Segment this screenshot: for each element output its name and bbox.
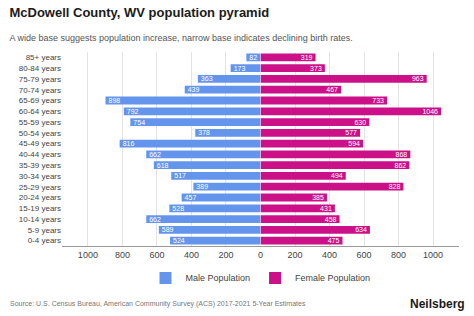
svg-text:50-54 years: 50-54 years xyxy=(19,129,61,138)
svg-text:Male Population: Male Population xyxy=(186,273,251,283)
svg-text:868: 868 xyxy=(396,151,408,158)
svg-text:McDowell County, WV population: McDowell County, WV population pyramid xyxy=(9,5,269,20)
svg-text:82: 82 xyxy=(249,54,257,61)
svg-text:600: 600 xyxy=(357,250,372,260)
svg-text:389: 389 xyxy=(196,183,208,190)
svg-text:25-29 years: 25-29 years xyxy=(19,183,61,192)
svg-text:15-19 years: 15-19 years xyxy=(19,204,61,213)
svg-text:85+ years: 85+ years xyxy=(26,53,61,62)
svg-text:524: 524 xyxy=(173,237,185,244)
svg-text:20-24 years: 20-24 years xyxy=(19,193,61,202)
svg-text:75-79 years: 75-79 years xyxy=(19,75,61,84)
svg-text:Neilsberg: Neilsberg xyxy=(410,297,465,311)
svg-text:363: 363 xyxy=(201,75,213,82)
svg-text:816: 816 xyxy=(123,140,135,147)
svg-text:862: 862 xyxy=(395,162,407,169)
svg-text:494: 494 xyxy=(331,172,343,179)
svg-text:754: 754 xyxy=(133,119,145,126)
svg-text:1000: 1000 xyxy=(78,250,98,260)
svg-text:A wide base suggests populatio: A wide base suggests population increase… xyxy=(9,33,352,43)
svg-text:467: 467 xyxy=(326,86,338,93)
svg-text:65-69 years: 65-69 years xyxy=(19,96,61,105)
svg-text:55-59 years: 55-59 years xyxy=(19,118,61,127)
svg-text:800: 800 xyxy=(115,250,130,260)
svg-text:457: 457 xyxy=(185,194,197,201)
svg-text:662: 662 xyxy=(149,216,161,223)
svg-text:35-39 years: 35-39 years xyxy=(19,161,61,170)
svg-text:385: 385 xyxy=(312,194,324,201)
svg-text:Female Population: Female Population xyxy=(295,273,370,283)
svg-text:600: 600 xyxy=(149,250,164,260)
svg-text:5-9 years: 5-9 years xyxy=(28,226,61,235)
svg-text:828: 828 xyxy=(389,183,401,190)
svg-text:Source: U.S. Census Bureau, Am: Source: U.S. Census Bureau, American Com… xyxy=(10,300,306,308)
svg-text:800: 800 xyxy=(391,250,406,260)
svg-text:70-74 years: 70-74 years xyxy=(19,86,61,95)
svg-text:733: 733 xyxy=(372,97,384,104)
svg-text:662: 662 xyxy=(149,151,161,158)
svg-text:80-84 years: 80-84 years xyxy=(19,64,61,73)
svg-text:963: 963 xyxy=(412,75,424,82)
svg-text:319: 319 xyxy=(301,54,313,61)
svg-text:400: 400 xyxy=(184,250,199,260)
svg-text:378: 378 xyxy=(198,129,210,136)
svg-text:30-34 years: 30-34 years xyxy=(19,172,61,181)
svg-text:1046: 1046 xyxy=(422,108,438,115)
svg-text:60-64 years: 60-64 years xyxy=(19,107,61,116)
svg-text:40-44 years: 40-44 years xyxy=(19,150,61,159)
svg-text:373: 373 xyxy=(310,65,322,72)
svg-text:618: 618 xyxy=(157,162,169,169)
svg-text:458: 458 xyxy=(325,216,337,223)
svg-text:792: 792 xyxy=(127,108,139,115)
svg-text:10-14 years: 10-14 years xyxy=(19,215,61,224)
svg-text:439: 439 xyxy=(188,86,200,93)
svg-text:898: 898 xyxy=(109,97,121,104)
svg-text:200: 200 xyxy=(288,250,303,260)
svg-text:400: 400 xyxy=(322,250,337,260)
svg-text:589: 589 xyxy=(162,226,174,233)
svg-text:517: 517 xyxy=(174,172,186,179)
svg-text:1000: 1000 xyxy=(423,250,443,260)
svg-text:0: 0 xyxy=(258,250,263,260)
svg-text:0-4 years: 0-4 years xyxy=(28,236,61,245)
svg-text:577: 577 xyxy=(345,129,357,136)
svg-text:594: 594 xyxy=(348,140,360,147)
svg-text:431: 431 xyxy=(320,205,332,212)
svg-text:634: 634 xyxy=(355,226,367,233)
svg-text:45-49 years: 45-49 years xyxy=(19,139,61,148)
svg-text:630: 630 xyxy=(354,119,366,126)
svg-text:475: 475 xyxy=(328,237,340,244)
svg-text:200: 200 xyxy=(218,250,233,260)
svg-text:528: 528 xyxy=(172,205,184,212)
svg-text:173: 173 xyxy=(234,65,246,72)
